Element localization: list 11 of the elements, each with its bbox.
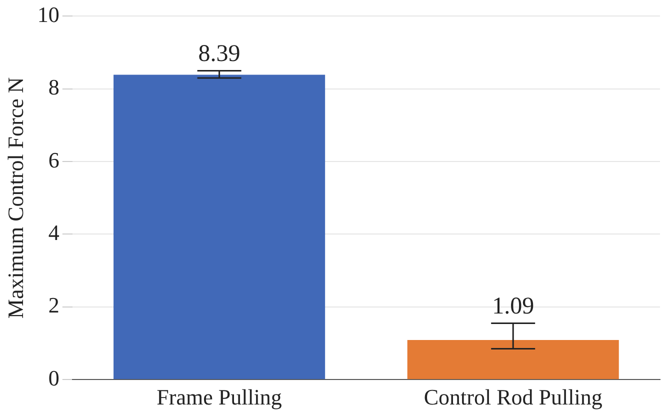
y-tick-label: 4 xyxy=(48,220,60,246)
y-tick-label: 0 xyxy=(48,365,60,390)
y-tick-label: 6 xyxy=(48,147,60,172)
x-tick-label: Control Rod Pulling xyxy=(424,384,602,410)
y-axis-title: Maximum Control Force N xyxy=(2,77,28,319)
data-label: 8.39 xyxy=(198,41,240,68)
data-label: 1.09 xyxy=(492,294,534,320)
y-tick-label: 2 xyxy=(48,292,60,318)
x-tick-label: Frame Pulling xyxy=(156,384,282,410)
y-tick-label: 10 xyxy=(37,2,60,27)
y-tick-label: 8 xyxy=(48,74,60,100)
